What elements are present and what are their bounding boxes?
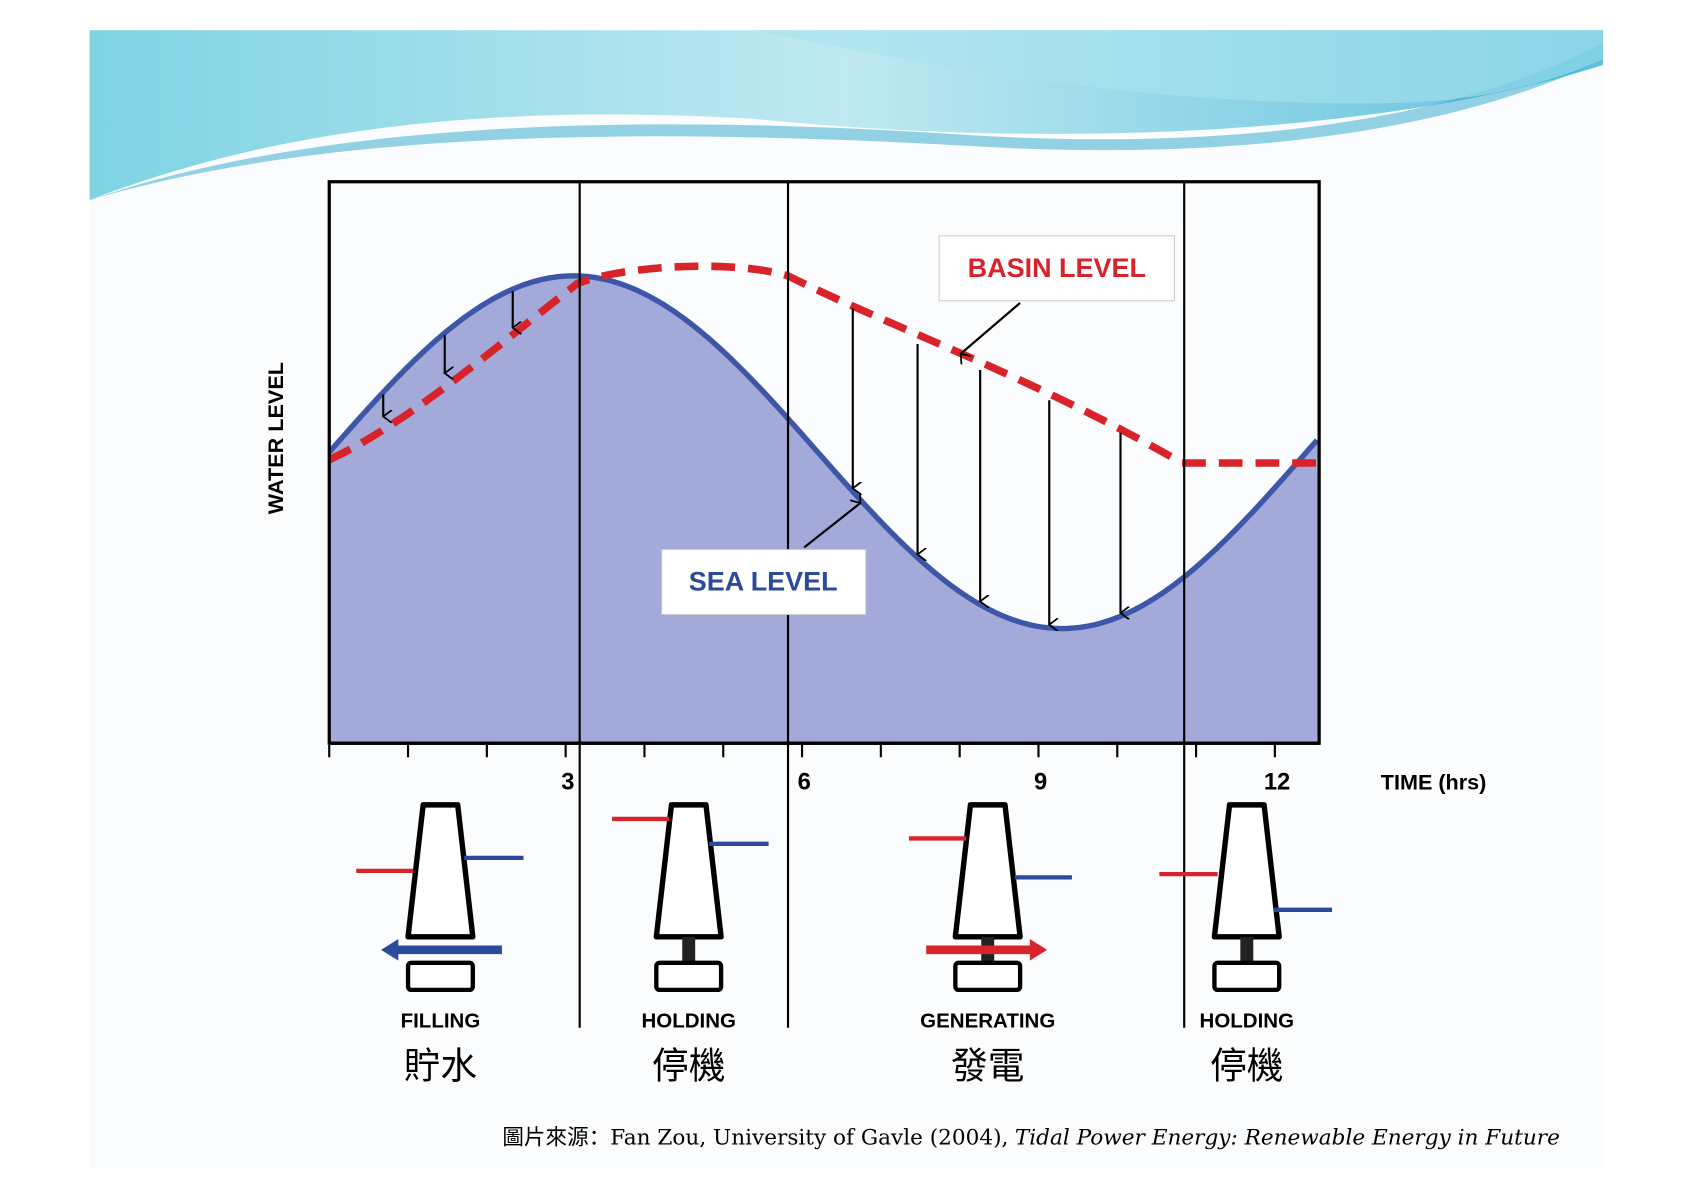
phase-label-zh: 發電	[951, 1045, 1024, 1088]
y-axis-label: WATER LEVEL	[263, 362, 288, 514]
dam	[1211, 802, 1282, 940]
turbine: HOLDING 停機	[612, 802, 769, 1088]
phase-label: GENERATING	[920, 1010, 1055, 1033]
phase-label-zh: 貯水	[404, 1045, 477, 1088]
sea-label-box	[661, 549, 867, 616]
phase-label: FILLING	[401, 1010, 481, 1033]
sea-curve	[327, 273, 1319, 632]
citation: 圖片來源：Fan Zou, University of Gavle (2004)…	[502, 1126, 1559, 1151]
x-axis-label: TIME (hrs)	[1381, 770, 1487, 795]
phase-label: HOLDING	[1200, 1010, 1295, 1033]
dam	[405, 802, 476, 940]
shaft	[682, 936, 696, 963]
turbine: FILLING 貯水	[356, 802, 524, 1088]
turbine: HOLDING 停機	[1159, 802, 1333, 1088]
sea-level-label: SEA LEVEL	[689, 567, 838, 597]
dam	[952, 802, 1023, 940]
turbines: FILLING 貯水 HOLDING 停機 GENERATING 發電 HOLDING 停機	[356, 802, 1333, 1088]
x-tick-label: 9	[1034, 769, 1047, 796]
basin-level-label: BASIN LEVEL	[968, 253, 1146, 283]
phase-label: HOLDING	[641, 1010, 736, 1033]
citation-title: Tidal Power Energy: Renewable Energy in …	[1015, 1126, 1560, 1151]
phase-label-zh: 停機	[652, 1045, 725, 1088]
phase-label-zh: 停機	[1210, 1045, 1283, 1088]
x-tick-label: 6	[798, 769, 811, 796]
generator	[953, 960, 1023, 993]
citation-prefix: 圖片來源：	[502, 1126, 610, 1151]
turbine: GENERATING 發電	[908, 802, 1072, 1088]
x-tick-label: 3	[561, 769, 574, 796]
wave-light	[755, 30, 1604, 104]
basin-label-box	[938, 235, 1176, 302]
generator	[654, 960, 724, 993]
basin-curve	[327, 262, 1320, 467]
sea-pointer	[803, 503, 860, 549]
generator	[1212, 960, 1282, 993]
flow-head	[381, 939, 399, 961]
x-tick-label: 12	[1264, 769, 1290, 796]
citation-authors: Fan Zou, University of Gavle (2004),	[610, 1126, 1008, 1151]
plot: 3 6 9 12	[327, 180, 1321, 1028]
sea-area	[329, 275, 1320, 744]
generator	[405, 960, 475, 993]
flow-head	[1029, 939, 1048, 961]
shaft	[1240, 936, 1254, 963]
dam	[653, 802, 724, 940]
basin-pointer	[961, 302, 1021, 354]
